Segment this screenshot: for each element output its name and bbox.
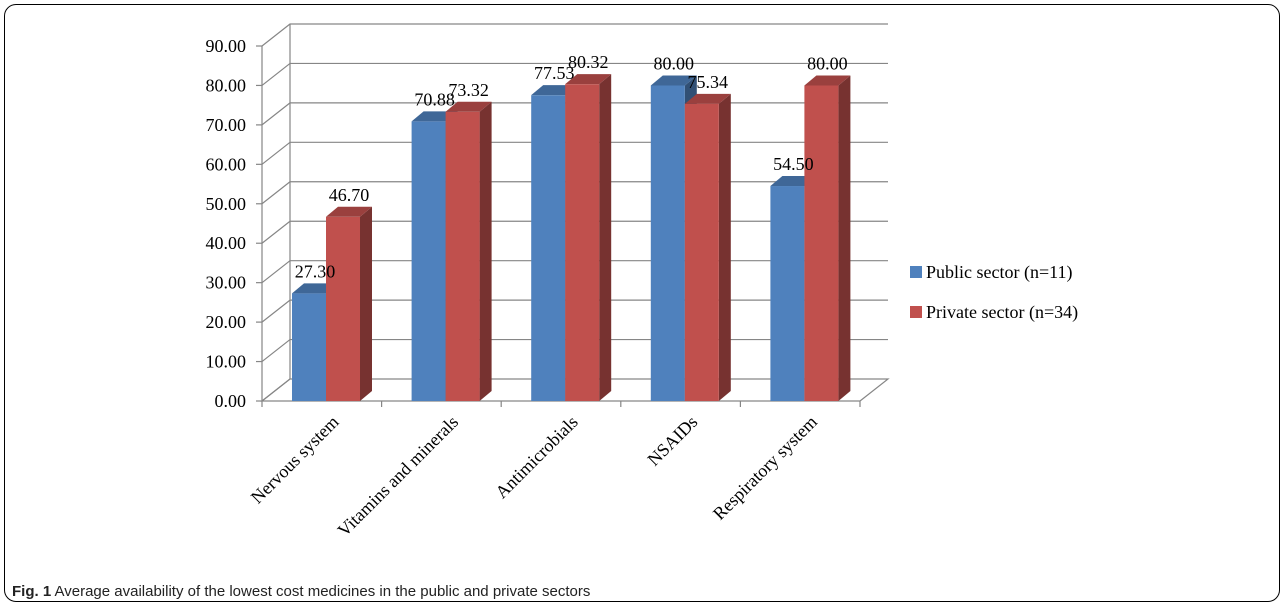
bar-side	[479, 101, 492, 401]
bar-top	[326, 206, 372, 217]
bar	[531, 95, 566, 401]
y-tick-label: 80.00	[206, 75, 247, 95]
y-tick-label: 0.00	[215, 391, 247, 411]
data-label: 70.88	[414, 89, 455, 109]
caption-text: Average availability of the lowest cost …	[51, 583, 591, 600]
data-label: 80.00	[807, 53, 848, 73]
bar	[650, 85, 685, 401]
bar-top	[445, 101, 492, 112]
category-label: Vitamins and minerals	[334, 412, 463, 541]
bar	[684, 103, 719, 401]
category-label: Antimicrobials	[491, 412, 581, 502]
data-label: 46.70	[329, 185, 370, 205]
figure-frame	[4, 4, 1280, 602]
bar-side	[360, 206, 372, 401]
legend-swatch-private	[910, 306, 922, 318]
y-tick-label: 10.00	[206, 352, 247, 372]
y-axis-ticks: 0.00 10.00 20.00 30.00 40.00 50.00 60.00 70.00 8…	[206, 36, 247, 411]
legend: Public sector (n=11) Private sector (n=3…	[910, 262, 1078, 323]
y-tick-label: 50.00	[206, 194, 247, 214]
bar	[326, 216, 360, 401]
y-tick-label: 70.00	[206, 115, 247, 135]
bar-top	[650, 75, 697, 86]
bar-side	[718, 93, 731, 401]
figure-caption: Fig. 1 Average availability of the lowes…	[12, 583, 590, 601]
data-label: 73.32	[448, 80, 489, 100]
y-tick-label: 60.00	[206, 154, 247, 174]
bar	[804, 85, 839, 401]
side-wall-edge	[261, 24, 291, 402]
caption-label: Fig. 1	[12, 583, 52, 600]
category-label: NSAIDs	[643, 412, 701, 470]
bar	[565, 84, 600, 401]
bar	[445, 111, 480, 401]
data-label: 75.34	[688, 72, 729, 92]
bar	[292, 293, 326, 401]
category-label: Respiratory system	[709, 412, 821, 524]
bar-side	[599, 74, 612, 401]
data-label: 80.00	[654, 53, 695, 73]
category-label: Nervous system	[247, 412, 343, 508]
data-label: 54.50	[773, 154, 814, 174]
bar-top	[684, 93, 731, 104]
y-tick-label: 20.00	[206, 312, 247, 332]
data-label: 27.30	[295, 261, 336, 281]
gridline	[261, 62, 888, 86]
y-tick-label: 90.00	[206, 36, 247, 56]
bars	[292, 74, 851, 401]
data-label: 80.32	[568, 52, 609, 72]
bar-side	[838, 75, 851, 401]
legend-swatch-public	[910, 266, 922, 278]
y-tick-label: 40.00	[206, 233, 247, 253]
legend-label-private: Private sector (n=34)	[926, 302, 1078, 323]
data-label: 77.53	[534, 63, 575, 83]
bar	[411, 121, 446, 401]
bar-top	[804, 75, 851, 86]
bar	[770, 186, 805, 401]
y-tick-label: 30.00	[206, 273, 247, 293]
gridline	[261, 23, 888, 47]
legend-label-public: Public sector (n=11)	[926, 262, 1072, 283]
bar-top	[565, 74, 612, 85]
